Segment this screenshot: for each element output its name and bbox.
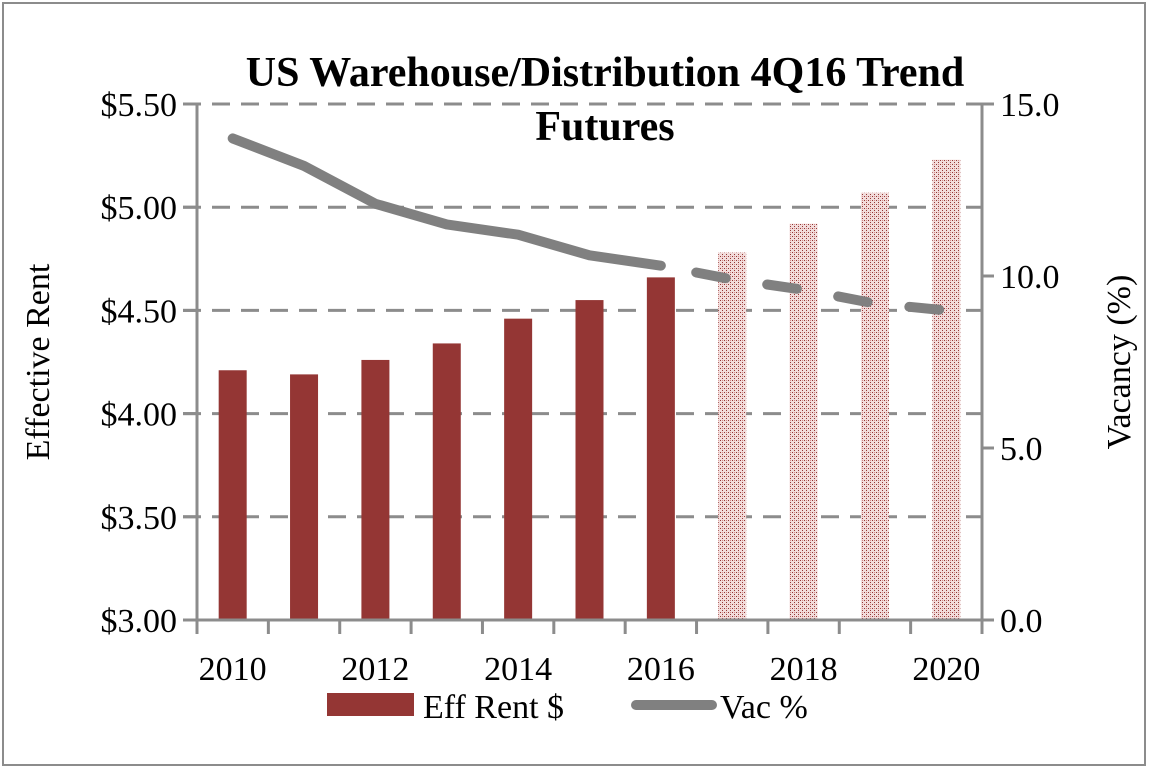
y-tick-label: $4.50	[101, 293, 178, 330]
y2-tick-label: 15.0	[1000, 87, 1060, 124]
tick-labels: $3.00 $3.50 $4.00 $4.50 $5.00 $5.50 0.0 5.0 10.0…	[101, 87, 1060, 688]
chart-title-line1: US Warehouse/Distribution 4Q16 Trend	[246, 50, 964, 96]
y-tick-label: $3.00	[101, 603, 178, 640]
y-tick-label: $3.50	[101, 500, 178, 537]
y2-tick-label: 5.0	[1000, 431, 1043, 468]
bar-forecast	[789, 223, 818, 620]
y2-tick-label: 0.0	[1000, 603, 1043, 640]
line-series	[227, 133, 952, 316]
bar-forecast	[932, 159, 961, 620]
y-tick-label: $5.50	[101, 87, 178, 124]
vacancy-line-actual	[227, 133, 666, 271]
bar-forecast	[718, 252, 747, 620]
legend-label-vac: Vac %	[720, 689, 808, 726]
x-tick-label: 2012	[341, 651, 409, 688]
bar-forecast	[860, 192, 889, 620]
chart-title-line2: Futures	[535, 104, 674, 150]
y2-axis-label: Vacancy (%)	[1101, 275, 1138, 450]
bar-series	[218, 159, 961, 620]
legend: Eff Rent $ Vac %	[327, 689, 808, 726]
axes	[183, 102, 994, 634]
bar	[504, 318, 533, 620]
bar	[575, 300, 604, 620]
legend-swatch-eff-rent	[327, 693, 414, 716]
y-tick-label: $5.00	[101, 190, 178, 227]
legend-label-eff-rent: Eff Rent $	[423, 689, 564, 726]
x-tick-label: 2014	[484, 651, 552, 688]
x-tick-label: 2016	[627, 651, 695, 688]
x-tick-label: 2010	[199, 651, 267, 688]
bar	[646, 277, 675, 620]
x-tick-label: 2018	[770, 651, 838, 688]
y-tick-label: $4.00	[101, 397, 178, 434]
vacancy-line-forecast	[655, 260, 952, 316]
bar	[361, 359, 390, 620]
bar	[290, 374, 319, 620]
bar	[432, 343, 461, 620]
x-tick-label: 2020	[912, 651, 980, 688]
bar	[218, 370, 247, 620]
y2-tick-label: 10.0	[1000, 259, 1060, 296]
y-axis-label: Effective Rent	[20, 263, 57, 460]
